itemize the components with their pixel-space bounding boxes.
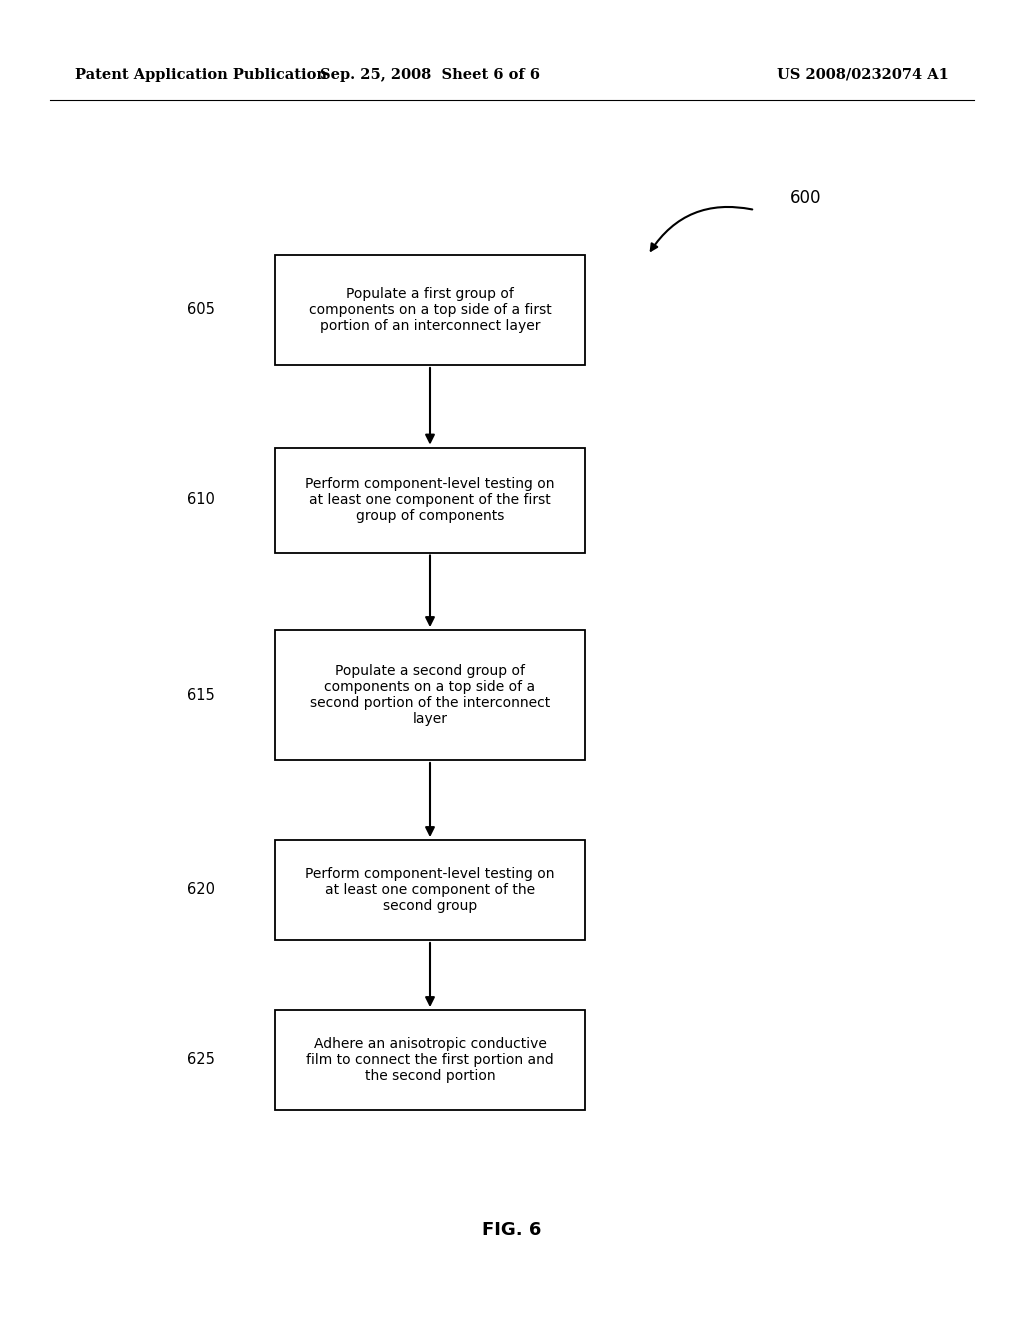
Bar [275,840,585,940]
Text: 615: 615 [187,688,215,702]
Text: Perform component-level testing on
at least one component of the first
group of : Perform component-level testing on at le… [305,477,555,523]
Bar [275,1010,585,1110]
Text: 600: 600 [790,189,821,207]
Text: US 2008/0232074 A1: US 2008/0232074 A1 [777,69,949,82]
Text: 605: 605 [187,302,215,318]
Text: 620: 620 [187,883,215,898]
Text: Perform component-level testing on
at least one component of the
second group: Perform component-level testing on at le… [305,867,555,913]
Text: 610: 610 [187,492,215,507]
Bar [275,447,585,553]
Text: 625: 625 [187,1052,215,1068]
Bar [275,255,585,366]
Text: Adhere an anisotropic conductive
film to connect the first portion and
the secon: Adhere an anisotropic conductive film to… [306,1036,554,1084]
Text: Populate a first group of
components on a top side of a first
portion of an inte: Populate a first group of components on … [308,286,551,333]
Bar [275,630,585,760]
Text: Sep. 25, 2008  Sheet 6 of 6: Sep. 25, 2008 Sheet 6 of 6 [319,69,540,82]
Text: FIG. 6: FIG. 6 [482,1221,542,1239]
Text: Populate a second group of
components on a top side of a
second portion of the i: Populate a second group of components on… [310,664,550,726]
Text: Patent Application Publication: Patent Application Publication [75,69,327,82]
